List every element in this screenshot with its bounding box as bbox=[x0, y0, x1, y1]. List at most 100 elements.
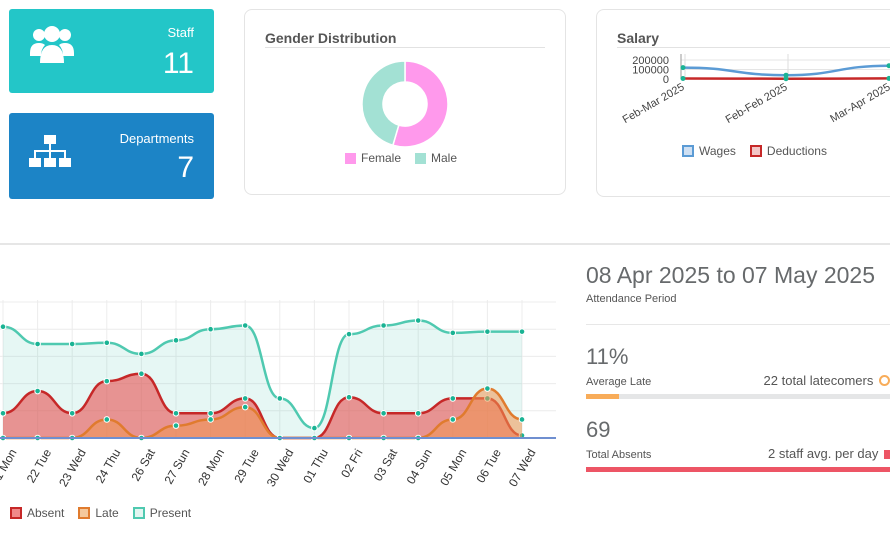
attendance-line-absent bbox=[2, 372, 523, 440]
salary-panel: Salary 200000 100000 0 Feb-Mar 2025 Feb-Feb … bbox=[596, 9, 890, 197]
attendance-area-chart: 21 Mon 22 Tue 23 Wed 24 Thu 26 Sat 27 Sun 28 M… bbox=[0, 300, 556, 490]
attendance-point-present bbox=[311, 424, 318, 432]
deductions-swatch bbox=[749, 145, 762, 157]
attendance-x-tick: 24 Thu bbox=[93, 447, 124, 486]
total-absents-value: 69 bbox=[586, 417, 611, 442]
section-divider bbox=[0, 243, 890, 245]
attendance-line-late bbox=[3, 387, 523, 440]
attendance-x-tick: 28 Mon bbox=[195, 447, 227, 489]
departments-count: 7 bbox=[177, 151, 194, 184]
legend-female-label: Female bbox=[361, 151, 402, 165]
legend-present-label: Present bbox=[149, 506, 192, 520]
attendance-point-absent bbox=[207, 409, 214, 417]
attendance-point-late bbox=[484, 385, 491, 392]
attendance-point-absent bbox=[0, 409, 7, 417]
latecomers-text: 22 total latecomers bbox=[763, 373, 874, 388]
attendance-point-present bbox=[345, 330, 353, 338]
attendance-point-present bbox=[518, 328, 526, 335]
legend-male-label: Male bbox=[431, 151, 458, 165]
gender-donut-chart bbox=[361, 60, 449, 148]
legend-male[interactable]: Male bbox=[415, 151, 457, 165]
present-swatch bbox=[132, 507, 145, 519]
salary-panel-title: Salary bbox=[617, 30, 660, 46]
absents-progress-fill bbox=[586, 467, 890, 472]
attendance-x-tick: 30 Wed bbox=[264, 447, 297, 490]
attendance-point-late bbox=[207, 416, 214, 423]
attendance-point-absent bbox=[34, 387, 41, 395]
attendance-point-present bbox=[0, 323, 7, 331]
attendance-x-tick: 29 Tue bbox=[231, 446, 262, 485]
attendance-point-present bbox=[172, 337, 180, 344]
attendance-x-tick: 02 Fri bbox=[338, 447, 365, 481]
attendance-point-present bbox=[241, 322, 249, 329]
attendance-point-present bbox=[68, 340, 76, 348]
legend-late-label: Late bbox=[95, 506, 119, 520]
attendance-point-absent bbox=[414, 409, 422, 417]
salary-point bbox=[886, 63, 890, 69]
panel-divider bbox=[617, 47, 890, 48]
salary-point bbox=[680, 65, 686, 71]
slice-female bbox=[391, 60, 449, 148]
attendance-point-absent bbox=[345, 393, 353, 401]
attendance-period-label: Attendance Period bbox=[586, 293, 677, 305]
legend-deductions-label: Deductions bbox=[766, 144, 827, 158]
attendance-x-tick: 21 Mon bbox=[0, 447, 20, 489]
legend-late[interactable]: Late bbox=[78, 506, 119, 520]
wages-swatch bbox=[682, 145, 694, 157]
absent-marker-icon bbox=[884, 450, 890, 459]
attendance-point-present bbox=[449, 329, 457, 337]
gender-panel-title: Gender Distribution bbox=[265, 30, 397, 46]
female-swatch bbox=[345, 152, 356, 164]
attendance-point-absent bbox=[449, 395, 457, 402]
attendance-x-tick: 03 Sat bbox=[371, 446, 401, 484]
attendance-point-present bbox=[138, 350, 145, 358]
attendance-point-late bbox=[449, 416, 457, 423]
absents-avg-text: 2 staff avg. per day bbox=[768, 446, 879, 461]
sitemap-icon bbox=[29, 127, 71, 178]
legend-wages[interactable]: Wages bbox=[682, 144, 736, 158]
average-late-label: Average Late bbox=[586, 376, 652, 388]
attendance-point-absent bbox=[68, 409, 76, 417]
legend-deductions[interactable]: Deductions bbox=[749, 144, 827, 158]
attendance-point-present bbox=[414, 317, 422, 324]
attendance-point-present bbox=[380, 322, 387, 329]
summary-divider bbox=[586, 324, 890, 325]
departments-title: Departments bbox=[119, 131, 194, 146]
legend-absent-label: Absent bbox=[27, 506, 65, 520]
gender-legend: Female Male bbox=[345, 151, 457, 165]
attendance-x-tick: 07 Wed bbox=[506, 447, 539, 490]
total-absents-label: Total Absents bbox=[586, 449, 652, 461]
salary-point bbox=[783, 76, 789, 82]
absents-progress-bar bbox=[586, 467, 890, 472]
attendance-area-absent bbox=[3, 373, 522, 438]
attendance-point-present bbox=[484, 328, 491, 335]
attendance-point-present bbox=[34, 340, 41, 348]
departments-card[interactable]: Departments 7 bbox=[9, 113, 214, 199]
salary-point bbox=[783, 72, 789, 78]
salary-point bbox=[886, 75, 890, 81]
attendance-x-tick: 22 Tue bbox=[24, 446, 55, 485]
attendance-point-absent bbox=[241, 395, 249, 402]
legend-absent[interactable]: Absent bbox=[10, 506, 64, 520]
latecomers-total: 22 total latecomers bbox=[764, 373, 890, 388]
average-late-value: 11% bbox=[586, 344, 629, 369]
attendance-x-tick: 06 Tue bbox=[474, 446, 505, 485]
attendance-x-tick: 26 Sat bbox=[129, 446, 159, 484]
attendance-line-present bbox=[2, 319, 522, 430]
salary-y-tick: 0 bbox=[663, 74, 669, 86]
attendance-point-present bbox=[207, 325, 214, 333]
attendance-point-late bbox=[103, 416, 111, 423]
staff-card[interactable]: Staff 11 bbox=[9, 9, 214, 93]
late-progress-fill bbox=[586, 394, 620, 399]
attendance-x-tick: 05 Mon bbox=[437, 447, 469, 489]
absent-swatch bbox=[10, 507, 22, 519]
late-progress-bar bbox=[586, 394, 890, 399]
attendance-point-absent bbox=[103, 377, 111, 385]
attendance-point-absent bbox=[172, 409, 180, 417]
attendance-point-present bbox=[103, 339, 111, 347]
legend-female[interactable]: Female bbox=[345, 151, 401, 165]
late-swatch bbox=[78, 507, 91, 519]
attendance-period-range: 08 Apr 2025 to 07 May 2025 bbox=[586, 262, 875, 288]
legend-present[interactable]: Present bbox=[132, 506, 192, 520]
